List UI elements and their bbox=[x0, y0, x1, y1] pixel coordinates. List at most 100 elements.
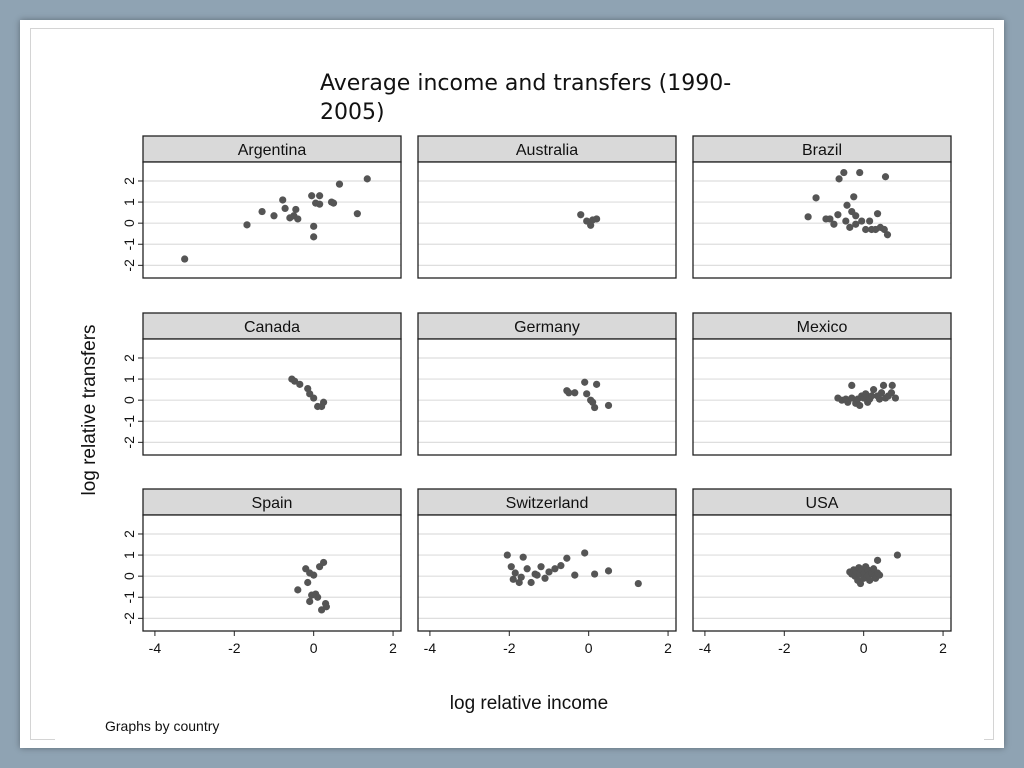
data-point bbox=[583, 390, 591, 398]
data-point bbox=[537, 563, 545, 571]
data-point bbox=[866, 217, 874, 225]
data-point bbox=[258, 207, 266, 216]
data-point bbox=[320, 398, 328, 406]
data-point bbox=[887, 389, 896, 397]
y-tick-label: -2 bbox=[121, 612, 137, 625]
y-tick-label: -2 bbox=[121, 436, 137, 449]
panel-plot-area bbox=[693, 162, 951, 278]
panel-title: Mexico bbox=[797, 319, 848, 336]
data-point bbox=[541, 574, 549, 582]
panel-frame bbox=[142, 514, 402, 632]
x-tick-label: -2 bbox=[778, 640, 791, 656]
data-point bbox=[509, 575, 517, 583]
data-point bbox=[835, 175, 843, 183]
data-point bbox=[322, 603, 330, 611]
panel-usa: USA -4 -2 0 2 bbox=[692, 488, 952, 656]
data-point bbox=[893, 551, 902, 559]
data-point bbox=[511, 569, 519, 577]
data-point bbox=[852, 212, 860, 220]
data-point bbox=[306, 597, 314, 606]
data-point bbox=[862, 390, 870, 398]
y-tick-label: 1 bbox=[121, 551, 137, 559]
data-point bbox=[294, 215, 302, 223]
x-tick-label: 2 bbox=[389, 640, 397, 656]
x-tick-label: -4 bbox=[699, 640, 712, 656]
x-tick-label: 0 bbox=[310, 640, 318, 656]
x-tick-label: -4 bbox=[424, 640, 437, 656]
y-tick-label: 0 bbox=[121, 396, 137, 404]
y-tick-label: -2 bbox=[121, 259, 137, 272]
data-point bbox=[826, 215, 834, 223]
data-point bbox=[804, 213, 812, 221]
data-point bbox=[873, 556, 882, 564]
x-tick-label: 2 bbox=[664, 640, 672, 656]
data-point bbox=[314, 593, 322, 601]
panel-plot-area bbox=[693, 515, 951, 631]
panel-germany: Germany bbox=[417, 312, 677, 456]
data-point bbox=[503, 551, 511, 559]
panel-spain: Spain -2 -1 0 1 2 -4 -2 0 2 bbox=[121, 488, 402, 656]
panel-mexico: Mexico bbox=[692, 312, 952, 456]
data-point bbox=[577, 211, 585, 219]
y-tick-label: 0 bbox=[121, 219, 137, 227]
data-point bbox=[281, 204, 289, 212]
x-tick-label: 0 bbox=[860, 640, 868, 656]
data-point bbox=[891, 394, 900, 402]
panel-header bbox=[142, 488, 402, 516]
data-point bbox=[842, 217, 850, 225]
data-point bbox=[591, 403, 599, 412]
data-point bbox=[856, 401, 864, 410]
panel-frame bbox=[142, 161, 402, 279]
panel-frame bbox=[417, 338, 677, 456]
data-point bbox=[270, 212, 278, 220]
data-point bbox=[316, 192, 324, 200]
panel-header bbox=[142, 312, 402, 340]
data-point bbox=[563, 554, 571, 562]
data-point bbox=[604, 401, 613, 410]
data-point bbox=[292, 205, 300, 214]
panel-header bbox=[417, 312, 677, 340]
data-point bbox=[304, 578, 312, 587]
data-point bbox=[243, 221, 251, 229]
panel-title: Argentina bbox=[238, 142, 307, 159]
data-point bbox=[843, 201, 851, 209]
panel-canada: Canada -2 -1 0 1 2 bbox=[121, 312, 402, 456]
panel-frame bbox=[142, 338, 402, 456]
data-point bbox=[866, 576, 874, 584]
data-point bbox=[868, 392, 876, 400]
panel-frame bbox=[692, 514, 952, 632]
data-point bbox=[875, 571, 884, 579]
data-point bbox=[879, 381, 888, 389]
y-tick-label: 2 bbox=[121, 530, 137, 538]
data-point bbox=[846, 223, 854, 231]
y-tick-label: -1 bbox=[121, 415, 137, 428]
panel-title: Spain bbox=[252, 495, 293, 512]
panel-plot-area bbox=[418, 162, 676, 278]
x-tick-label: -2 bbox=[503, 640, 516, 656]
data-point bbox=[858, 217, 866, 225]
data-point bbox=[589, 216, 597, 224]
data-point bbox=[870, 386, 878, 394]
data-point bbox=[308, 192, 316, 200]
data-point bbox=[310, 394, 318, 402]
data-point bbox=[335, 180, 344, 188]
data-point bbox=[877, 389, 886, 397]
data-point bbox=[571, 389, 579, 397]
panel-title: Australia bbox=[516, 142, 578, 159]
y-tick-label: 2 bbox=[121, 354, 137, 362]
data-point bbox=[848, 381, 856, 389]
panel-header bbox=[692, 312, 952, 340]
data-point bbox=[856, 168, 864, 177]
data-point bbox=[888, 381, 896, 389]
x-tick-label: 0 bbox=[585, 640, 593, 656]
data-point bbox=[320, 558, 328, 567]
data-point bbox=[517, 573, 525, 581]
data-point bbox=[565, 389, 573, 397]
panel-title: Switzerland bbox=[506, 495, 589, 512]
panel-brazil: Brazil bbox=[692, 135, 952, 279]
scatter-small-multiples: log relative transfers log relative inco… bbox=[79, 135, 952, 734]
data-point bbox=[875, 395, 884, 403]
data-point bbox=[291, 377, 299, 385]
panel-frame bbox=[692, 161, 952, 279]
data-point bbox=[353, 210, 361, 218]
